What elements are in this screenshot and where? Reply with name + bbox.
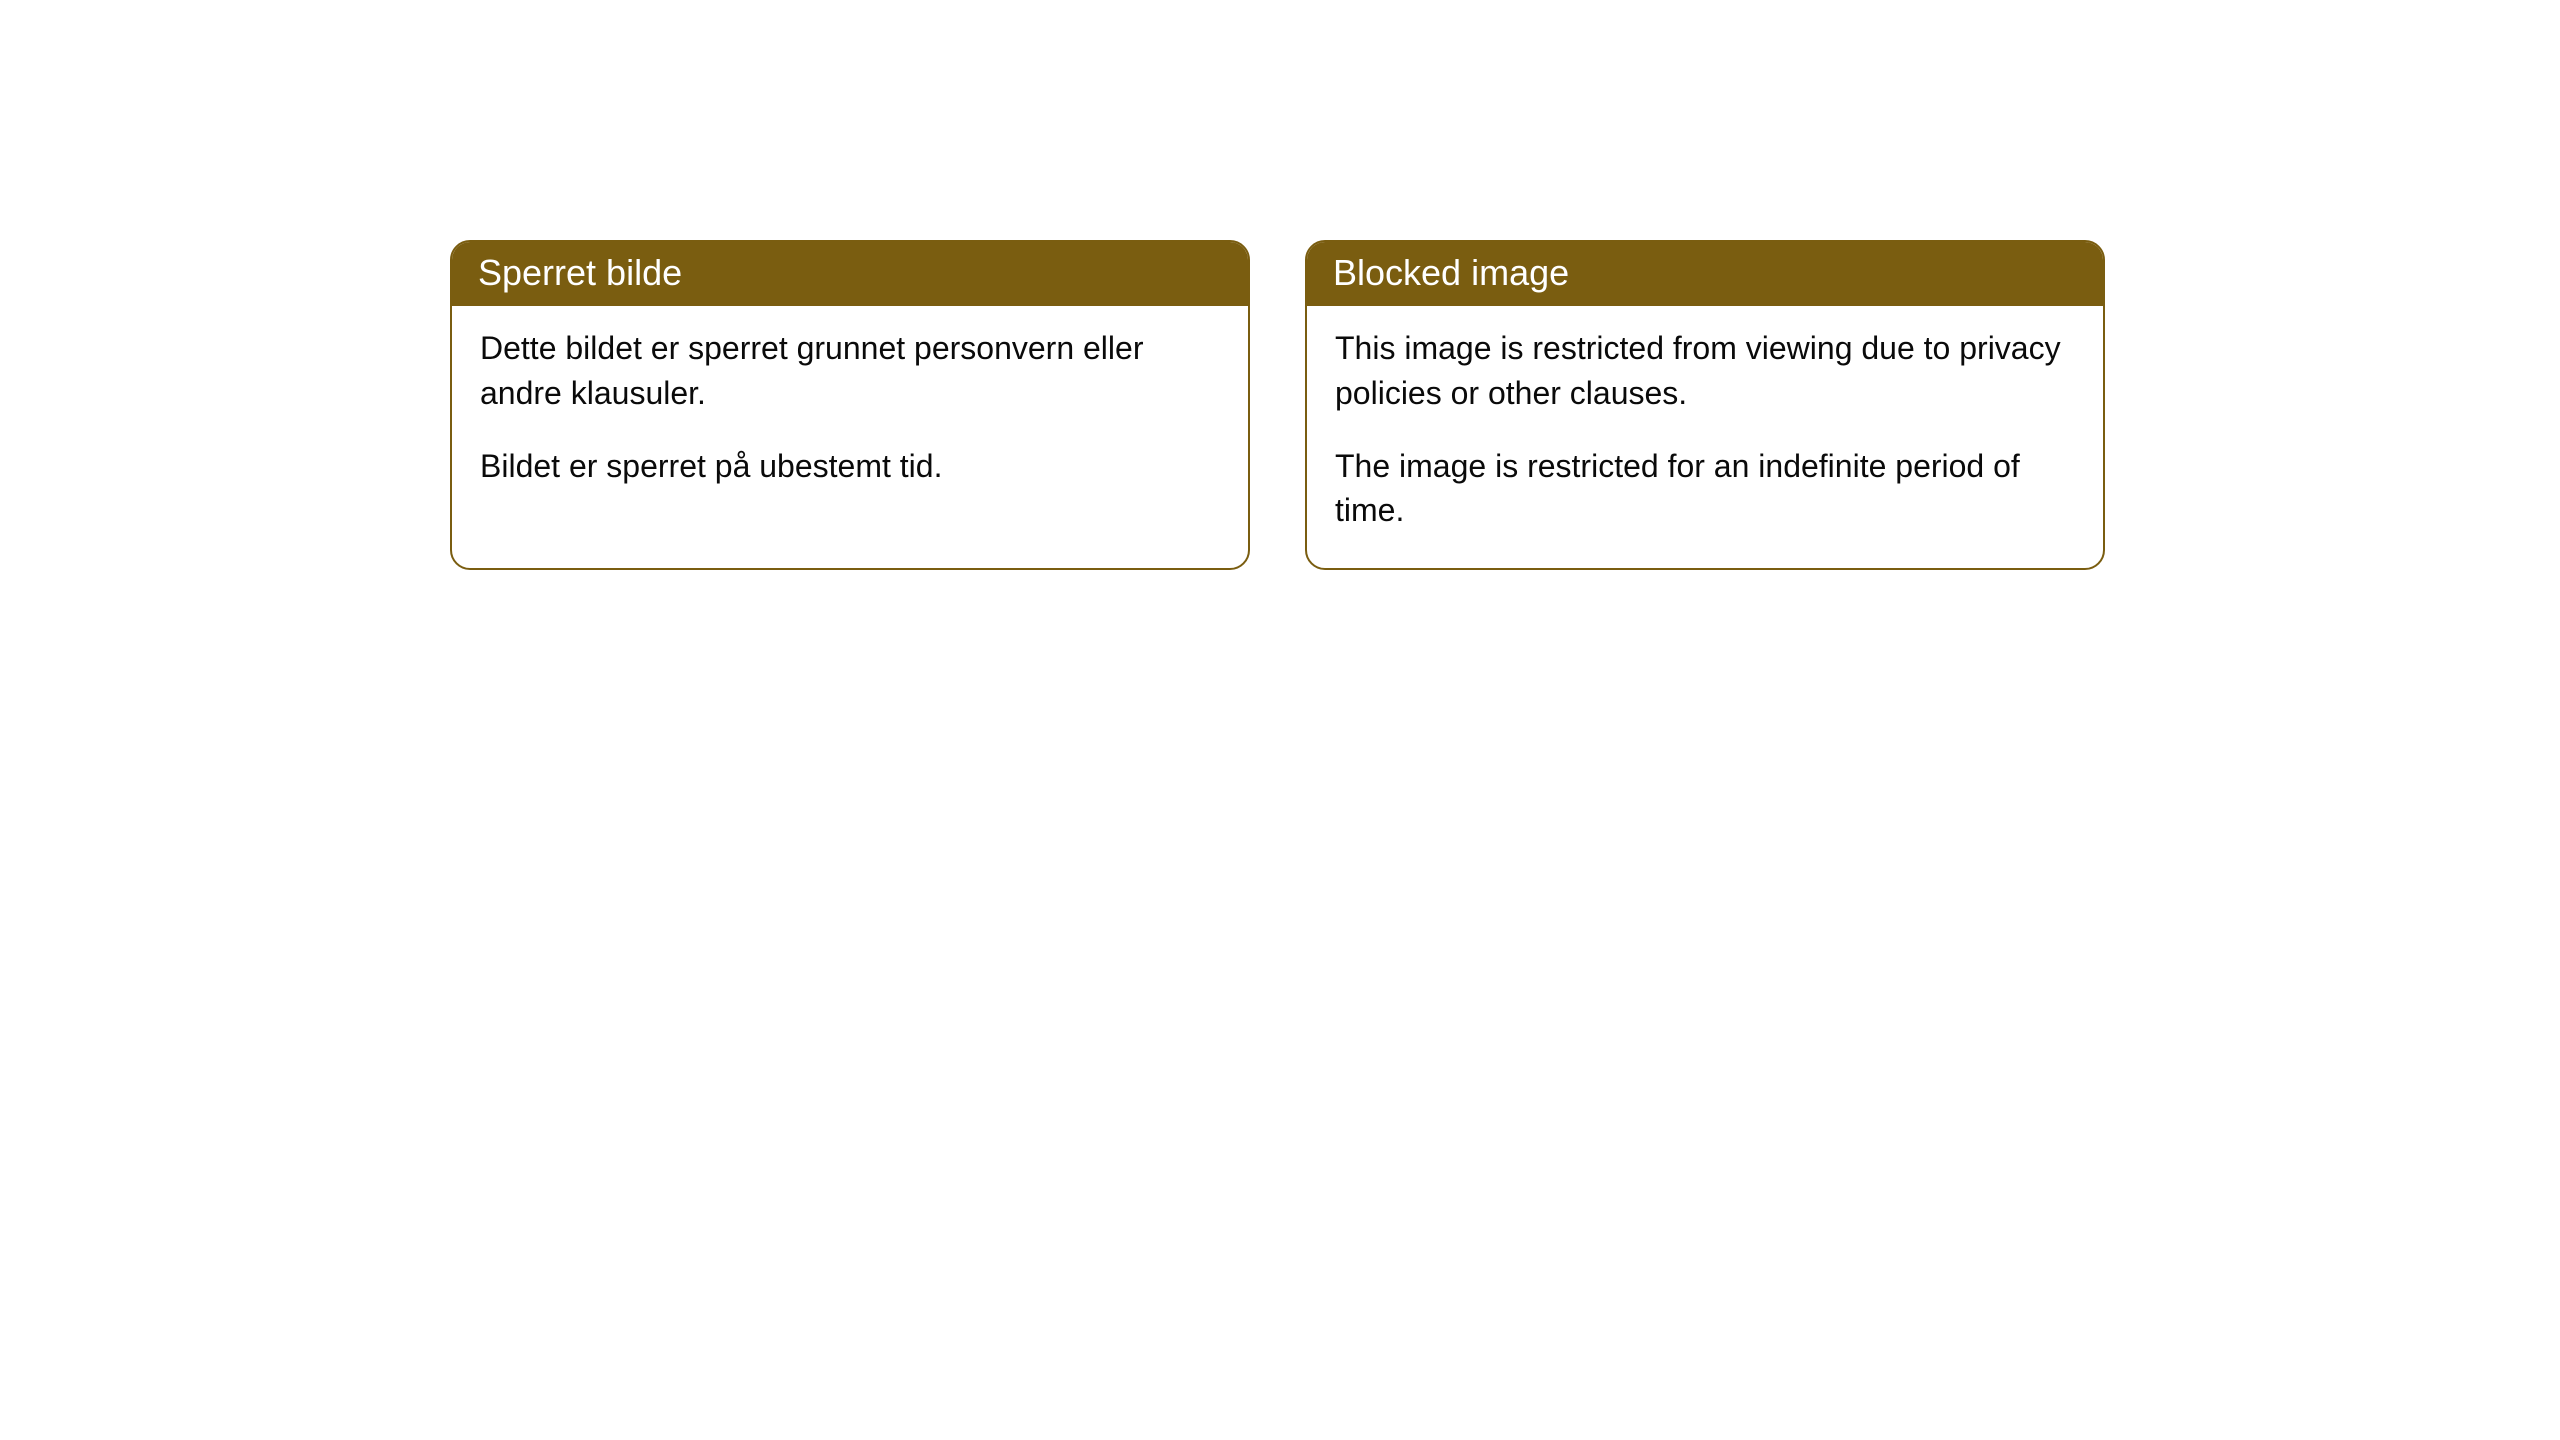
card-norwegian: Sperret bilde Dette bildet er sperret gr…	[450, 240, 1250, 570]
card-paragraph: The image is restricted for an indefinit…	[1335, 444, 2075, 534]
cards-container: Sperret bilde Dette bildet er sperret gr…	[450, 240, 2560, 570]
card-english: Blocked image This image is restricted f…	[1305, 240, 2105, 570]
card-paragraph: Dette bildet er sperret grunnet personve…	[480, 326, 1220, 416]
card-body-norwegian: Dette bildet er sperret grunnet personve…	[452, 306, 1248, 523]
card-paragraph: This image is restricted from viewing du…	[1335, 326, 2075, 416]
card-header-english: Blocked image	[1307, 242, 2103, 306]
card-paragraph: Bildet er sperret på ubestemt tid.	[480, 444, 1220, 489]
card-body-english: This image is restricted from viewing du…	[1307, 306, 2103, 568]
card-header-norwegian: Sperret bilde	[452, 242, 1248, 306]
